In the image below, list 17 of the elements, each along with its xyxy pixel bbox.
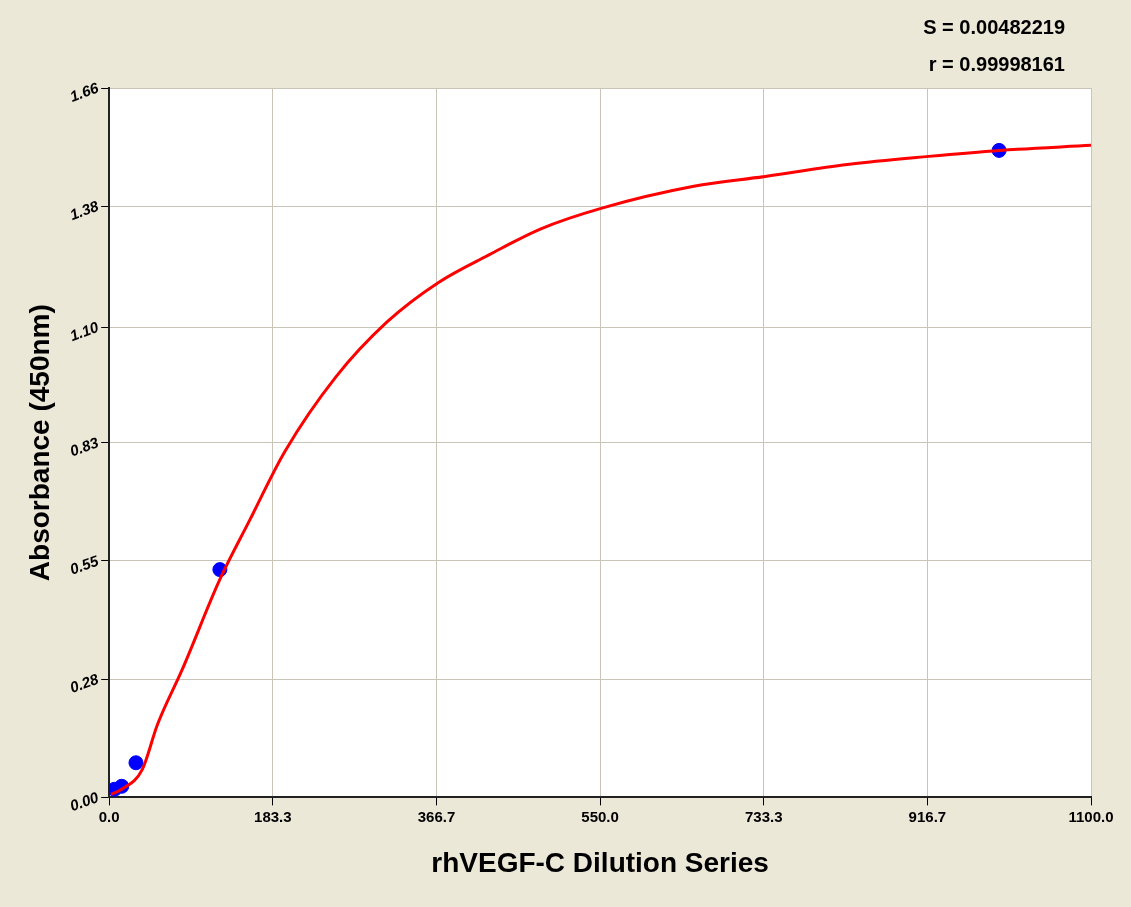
x-axis-title: rhVEGF-C Dilution Series [431,846,769,878]
x-tick-label: 733.3 [744,807,783,825]
text: r = 0.99998161 [928,52,1065,75]
y-tick-label: 1.10 [67,317,102,345]
y-tick-label: 0.28 [67,669,102,696]
x-tick-label: 916.7 [908,807,947,825]
y-tick-label: 0.83 [67,433,102,460]
x-tick-label: 1100.0 [1068,807,1114,825]
x-tick-label: 366.7 [417,807,456,825]
y-axis-title: Absorbance (450nm) [23,304,55,582]
x-tick-label: 183.3 [254,807,292,825]
x-tick-label: 550.0 [581,807,619,825]
y-tick-label: 1.38 [67,196,102,223]
text: S = 0.00482219 [923,15,1065,38]
x-tick-label: 0.0 [98,807,120,825]
y-tick-label: 1.66 [67,78,102,105]
y-tick-label: 0.55 [67,551,102,578]
